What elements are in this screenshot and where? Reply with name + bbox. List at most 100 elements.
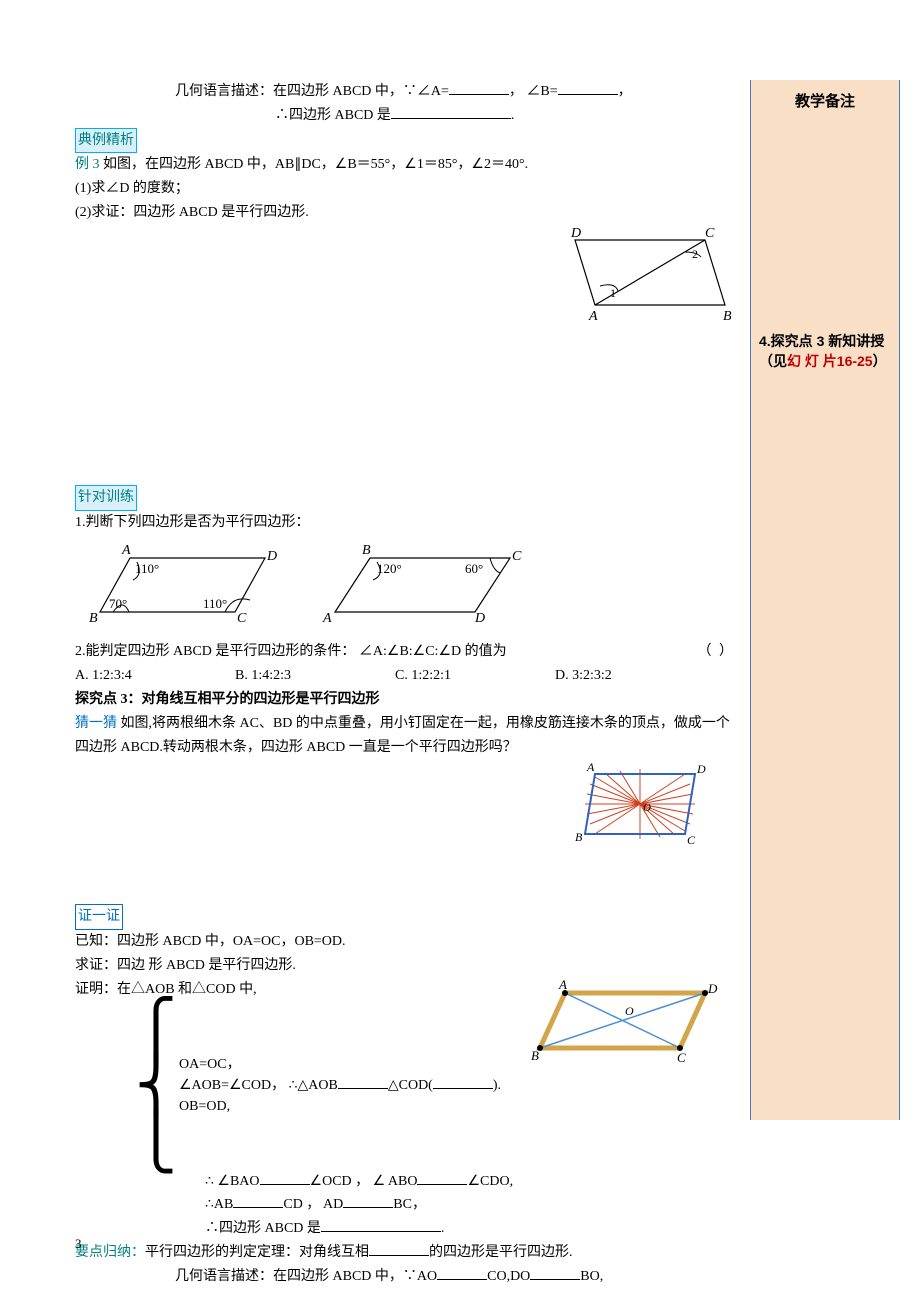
text: ∴四边形 ABCD 是 [275, 108, 391, 123]
blank [338, 1075, 388, 1089]
svg-text:O: O [625, 1004, 634, 1018]
text: 几何语言描述：在四边形 ABCD 中， [175, 84, 403, 99]
text: . [441, 1221, 445, 1236]
sidebar: 教学备注 4.探究点 3 新知讲授 （见幻 灯 片16-25） [750, 80, 900, 1120]
svg-text:A: A [322, 611, 332, 626]
proof-line2: ∴ABCD ， ADBC， [75, 1193, 735, 1217]
text: 如图，在四边形 ABCD 中，AB∥DC，∠B＝55°，∠1＝85°，∠2＝40… [100, 157, 529, 172]
svg-text:B: B [89, 611, 98, 626]
summary-line1: 要点归纳：平行四边形的判定定理：对角线互相的四边形是平行四边形. [75, 1241, 735, 1265]
section-label: 针对训练 [75, 485, 137, 511]
page-number: 3 [75, 1236, 82, 1252]
sidebar-title: 教学备注 [759, 90, 891, 111]
guess-label: 猜一猜 [75, 716, 117, 731]
svg-text:2: 2 [692, 247, 698, 261]
brace-l3: OB=OD, [179, 1096, 501, 1117]
options-row: A. 1:2:3:4 B. 1:4:2:3 C. 1:2:2:1 D. 3:2:… [75, 664, 735, 688]
spacer [75, 325, 735, 485]
text: ). [493, 1078, 501, 1093]
text: ∴△AOB [285, 1078, 338, 1093]
rotating-svg: A D B C O [565, 759, 715, 854]
known-line: 已知：四边形 ABCD 中，OA=OC，OB=OD. [75, 930, 735, 954]
svg-text:C: C [687, 833, 696, 847]
main-content: 几何语言描述：在四边形 ABCD 中，∵∠A= ， ∠B= ， ∴四边形 ABCD … [75, 80, 735, 1289]
brace-l2: ∠AOB=∠COD， ∴△AOB △COD(). [179, 1075, 501, 1096]
text: 几何语言描述：在四边形 ABCD 中，∵AO [175, 1269, 437, 1284]
svg-text:D: D [266, 549, 277, 564]
text: ∠OCD ， ∠ ABO [310, 1174, 418, 1189]
svg-text:D: D [707, 981, 718, 996]
brace-icon: ⎧⎨⎩ [135, 1002, 177, 1170]
text: 探究点 3：对角线互相平分的四边形是平行四边形 [75, 692, 380, 707]
brace-group: ⎧⎨⎩ OA=OC， ∠AOB=∠COD， ∴△AOB △COD(). OB=OD… [75, 1002, 515, 1170]
sidebar-slides-ref: （见幻 灯 片16-25） [759, 351, 891, 371]
blank [530, 1266, 580, 1280]
figure-parallelogram-1: D C A B 1 2 [545, 225, 735, 325]
sidebar-section-4: 4.探究点 3 新知讲授 [759, 331, 891, 351]
svg-text:70°: 70° [109, 596, 127, 611]
text: ∠AOB=∠COD， [179, 1078, 285, 1093]
blank [449, 81, 509, 95]
summary-label: 要点归纳： [75, 1245, 145, 1260]
proof-line1: ∴ ∠BAO ∠OCD ， ∠ ABO ∠CDO, [75, 1170, 735, 1194]
option-b: B. 1:4:2:3 [235, 664, 395, 688]
text: 如图,将两根细木条 AC、BD 的中点重叠，用小钉固定在一起，用橡皮筋连接木条的… [75, 716, 730, 755]
section-example-title: 典例精析 [75, 128, 735, 154]
svg-text:C: C [512, 549, 522, 564]
quad-2-svg: B C A D 120° 60° [315, 540, 535, 630]
section-practice-title: 针对训练 [75, 485, 735, 511]
text: 幻 灯 片16-25 [787, 353, 873, 369]
summary-line2: 几何语言描述：在四边形 ABCD 中，∵AOCO,DOBO, [75, 1265, 735, 1289]
diagonals-svg: A D B C O [525, 978, 725, 1068]
text: ∴ ∠BAO [205, 1174, 260, 1189]
text: CO,DO [487, 1269, 530, 1284]
text: ∵∠A= [403, 84, 449, 99]
svg-text:D: D [570, 226, 581, 241]
text: ∴AB [205, 1197, 233, 1212]
ex3-part2: (2)求证：四边形 ABCD 是平行四边形. [75, 201, 735, 225]
blank [417, 1171, 467, 1185]
blank [437, 1266, 487, 1280]
quad-1-svg: A D B C 110° 70° 110° [85, 540, 285, 630]
figure-row: A D B C 110° 70° 110° B C A D 120° 60° [85, 540, 735, 630]
svg-text:A: A [588, 309, 598, 324]
text: ， [618, 84, 632, 99]
text: . [511, 108, 515, 123]
problem-1: 1.判断下列四边形是否为平行四边形： [75, 511, 735, 535]
blank [343, 1194, 393, 1208]
example-3: 例 3 如图，在四边形 ABCD 中，AB∥DC，∠B＝55°，∠1＝85°，∠… [75, 153, 735, 177]
option-a: A. 1:2:3:4 [75, 664, 235, 688]
blank [321, 1218, 441, 1232]
section-label: 典例精析 [75, 128, 137, 154]
proof-line3: ∴四边形 ABCD 是. [75, 1217, 735, 1241]
text: 的四边形是平行四边形. [429, 1245, 573, 1260]
blank [433, 1075, 493, 1089]
text: ） [873, 353, 887, 369]
blank [558, 81, 618, 95]
svg-text:1: 1 [610, 286, 616, 300]
svg-text:B: B [723, 309, 732, 324]
svg-text:A: A [558, 978, 567, 992]
ex3-part1: (1)求∠D 的度数； [75, 177, 735, 201]
svg-text:C: C [237, 611, 247, 626]
blank [260, 1171, 310, 1185]
problem-2: 2.能判定四边形 ABCD 是平行四边形的条件： ∠A:∠B:∠C:∠D 的值为… [75, 640, 735, 664]
svg-text:D: D [474, 611, 485, 626]
figure-diagonals: A D B C O [525, 978, 725, 1068]
text: △COD( [388, 1078, 433, 1093]
topic-3-heading: 探究点 3：对角线互相平分的四边形是平行四边形 [75, 688, 735, 712]
svg-text:B: B [531, 1048, 539, 1063]
text: （见 [759, 353, 787, 369]
text: ∠CDO, [467, 1174, 513, 1189]
text: ∴四边形 ABCD 是 [205, 1221, 321, 1236]
toprove-line: 求证：四边 形 ABCD 是平行四边形. [75, 954, 735, 978]
parallelogram-svg: D C A B 1 2 [545, 225, 735, 325]
svg-text:C: C [705, 226, 715, 241]
option-d: D. 3:2:3:2 [555, 664, 715, 688]
geom-lang-line1: 几何语言描述：在四边形 ABCD 中，∵∠A= ， ∠B= ， [75, 80, 735, 104]
text: ， ∠B= [509, 84, 558, 99]
svg-text:B: B [362, 543, 371, 558]
prove-heading: 证一证 [75, 904, 735, 930]
svg-text:110°: 110° [203, 596, 227, 611]
brace-l1: OA=OC， [179, 1054, 501, 1075]
